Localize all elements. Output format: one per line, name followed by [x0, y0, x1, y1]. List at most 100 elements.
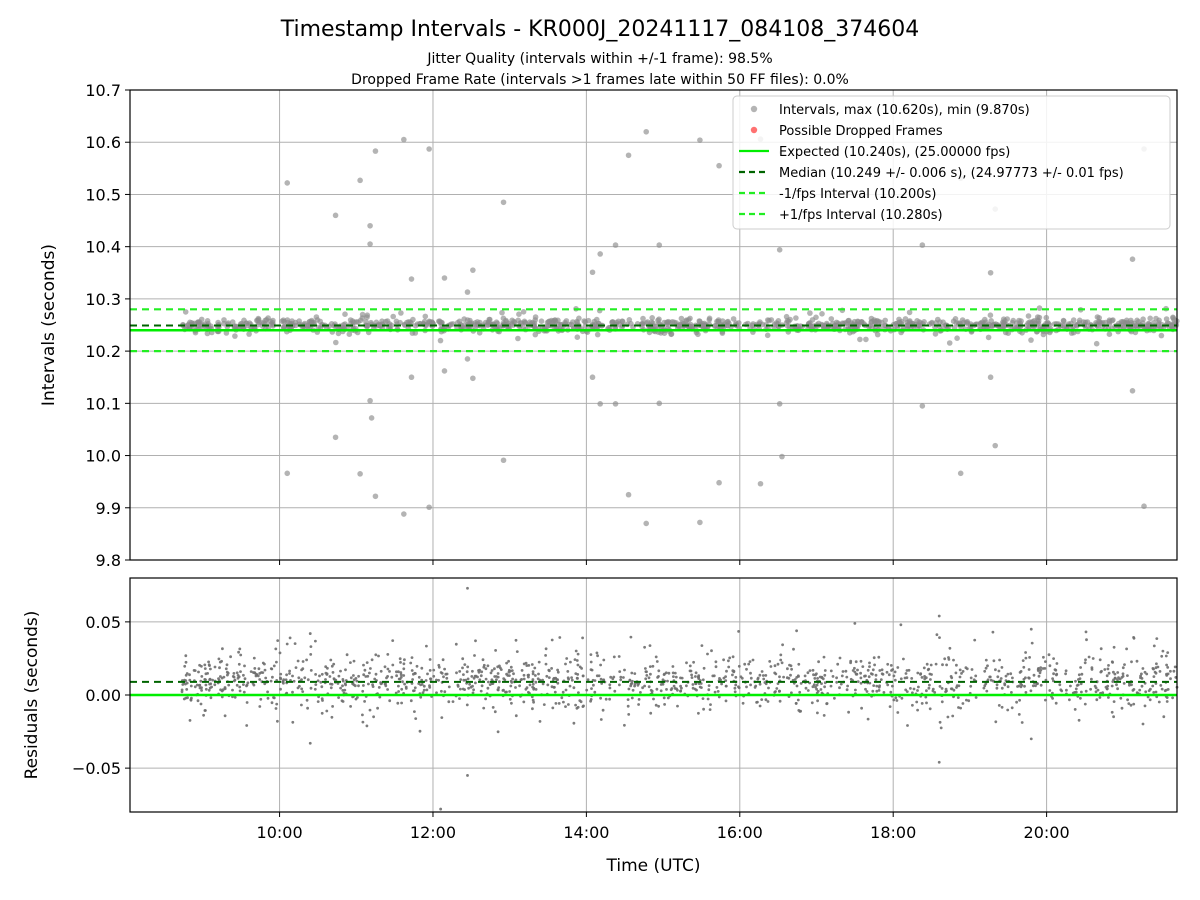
data-point	[815, 683, 819, 687]
data-point	[412, 672, 415, 676]
data-point	[279, 687, 282, 691]
data-point	[207, 663, 211, 667]
data-point	[470, 675, 474, 678]
data-point	[1074, 323, 1080, 329]
data-point	[896, 711, 900, 714]
data-point	[274, 647, 278, 651]
data-point	[922, 666, 926, 670]
data-point	[1006, 672, 1010, 676]
legend-marker	[750, 126, 758, 134]
data-point	[1090, 666, 1094, 670]
data-point	[391, 663, 395, 667]
data-point	[907, 318, 913, 324]
data-point	[795, 629, 798, 633]
outlier-point	[899, 623, 903, 627]
data-point	[823, 681, 827, 685]
data-point	[1140, 672, 1143, 676]
data-point	[564, 662, 567, 666]
data-point	[551, 317, 558, 324]
data-point	[902, 316, 909, 322]
data-point	[354, 677, 358, 680]
outlier-point	[716, 479, 722, 486]
data-point	[663, 672, 666, 676]
data-point	[1111, 661, 1114, 664]
data-point	[967, 699, 971, 703]
data-point	[352, 659, 356, 663]
data-point	[344, 683, 347, 687]
data-point	[337, 696, 340, 699]
data-point	[183, 664, 187, 668]
data-point	[1079, 666, 1082, 669]
data-point	[252, 656, 256, 660]
data-point	[710, 649, 713, 653]
data-point	[927, 686, 931, 690]
data-point	[545, 674, 549, 678]
data-point	[243, 677, 247, 681]
data-point	[1084, 658, 1087, 662]
data-point	[435, 678, 438, 682]
outlier-point	[937, 614, 941, 618]
data-point	[745, 685, 748, 689]
data-point	[428, 686, 432, 689]
data-point	[1080, 319, 1087, 325]
data-point	[329, 658, 333, 662]
data-point	[509, 665, 513, 669]
y-tick-label: 10.2	[85, 342, 121, 361]
data-point	[1105, 674, 1109, 678]
data-point	[945, 663, 948, 667]
y-tick-label: 9.8	[96, 551, 121, 570]
data-point	[534, 680, 538, 684]
data-point	[782, 675, 785, 679]
data-point	[718, 677, 721, 680]
data-point	[404, 687, 408, 690]
data-point	[371, 683, 374, 687]
data-point	[1042, 655, 1045, 659]
data-point	[203, 678, 207, 681]
data-point	[197, 670, 200, 674]
data-point	[533, 666, 537, 670]
data-point	[361, 689, 365, 693]
data-point	[486, 664, 490, 668]
plot-frame	[129, 577, 1178, 813]
data-point	[370, 658, 374, 662]
data-point	[1099, 647, 1103, 651]
data-point	[748, 660, 752, 663]
data-point	[911, 703, 914, 707]
data-point	[766, 700, 770, 703]
data-point	[445, 672, 449, 676]
data-point	[332, 662, 336, 666]
data-point	[771, 321, 778, 328]
data-point	[849, 677, 853, 681]
data-point	[541, 678, 544, 682]
data-point	[594, 331, 601, 338]
data-point	[894, 696, 898, 700]
data-point	[468, 682, 471, 686]
data-point	[1148, 698, 1152, 702]
data-point	[282, 681, 285, 685]
data-point	[238, 647, 242, 651]
data-point	[655, 660, 659, 663]
data-point	[505, 661, 508, 665]
data-point	[649, 672, 652, 676]
data-point	[1106, 684, 1110, 688]
data-point	[1048, 689, 1052, 692]
data-point	[868, 665, 871, 668]
data-point	[363, 322, 369, 329]
data-point	[319, 680, 323, 684]
data-point	[563, 318, 570, 324]
data-point	[599, 677, 603, 681]
data-point	[941, 663, 944, 667]
data-point	[466, 665, 470, 669]
data-point	[694, 682, 698, 686]
data-point	[835, 676, 838, 680]
data-point	[1135, 691, 1139, 695]
data-point	[471, 691, 475, 695]
data-point	[390, 313, 397, 320]
data-point	[938, 720, 942, 724]
data-point	[443, 667, 446, 671]
data-point	[690, 673, 693, 677]
data-point	[702, 707, 705, 711]
data-point	[814, 673, 817, 677]
data-point	[895, 699, 899, 702]
data-point	[811, 685, 815, 689]
